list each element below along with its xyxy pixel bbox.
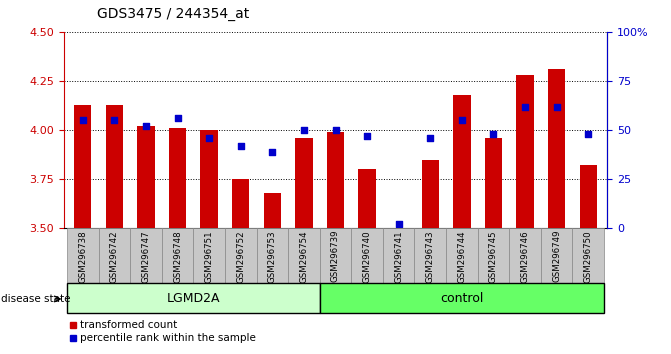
- Text: GSM296747: GSM296747: [142, 230, 150, 282]
- Point: [520, 104, 531, 109]
- Text: GSM296739: GSM296739: [331, 230, 340, 282]
- Bar: [67, 228, 99, 283]
- Point: [236, 143, 246, 149]
- Text: GSM296744: GSM296744: [458, 230, 466, 282]
- Point: [425, 135, 435, 141]
- Bar: [548, 69, 566, 228]
- Bar: [421, 160, 439, 228]
- Text: GSM296741: GSM296741: [394, 230, 403, 282]
- Point: [330, 127, 341, 133]
- Bar: [446, 228, 478, 283]
- Text: GSM296742: GSM296742: [110, 230, 119, 282]
- Bar: [74, 104, 91, 228]
- Bar: [67, 283, 319, 313]
- Bar: [99, 228, 130, 283]
- Point: [204, 135, 215, 141]
- Point: [299, 127, 309, 133]
- Point: [362, 133, 372, 139]
- Bar: [541, 228, 572, 283]
- Point: [488, 131, 499, 137]
- Bar: [193, 228, 225, 283]
- Text: control: control: [440, 292, 484, 305]
- Bar: [327, 132, 344, 228]
- Bar: [264, 193, 281, 228]
- Bar: [478, 228, 509, 283]
- Bar: [383, 228, 415, 283]
- Text: GSM296749: GSM296749: [552, 230, 561, 282]
- Bar: [162, 228, 193, 283]
- Bar: [225, 228, 256, 283]
- Point: [172, 115, 183, 121]
- Bar: [580, 165, 597, 228]
- Bar: [288, 228, 319, 283]
- Text: GSM296745: GSM296745: [489, 230, 498, 282]
- Bar: [485, 138, 502, 228]
- Text: GSM296754: GSM296754: [299, 230, 309, 282]
- Text: LGMD2A: LGMD2A: [166, 292, 220, 305]
- Text: GSM296738: GSM296738: [79, 230, 87, 282]
- Text: GSM296743: GSM296743: [426, 230, 435, 282]
- Bar: [415, 228, 446, 283]
- Text: GSM296750: GSM296750: [584, 230, 592, 282]
- Point: [583, 131, 594, 137]
- Point: [456, 118, 467, 123]
- Bar: [232, 179, 250, 228]
- Point: [393, 222, 404, 227]
- Bar: [295, 138, 313, 228]
- Text: GSM296753: GSM296753: [268, 230, 277, 282]
- Bar: [572, 228, 604, 283]
- Bar: [453, 95, 470, 228]
- Bar: [358, 170, 376, 228]
- Point: [552, 104, 562, 109]
- Text: GSM296746: GSM296746: [521, 230, 529, 282]
- Bar: [517, 75, 534, 228]
- Point: [140, 123, 151, 129]
- Text: GSM296752: GSM296752: [236, 230, 245, 282]
- Bar: [105, 104, 123, 228]
- Text: disease state: disease state: [1, 294, 71, 304]
- Point: [109, 118, 119, 123]
- Bar: [319, 228, 352, 283]
- Text: GSM296751: GSM296751: [205, 230, 213, 282]
- Text: GSM296748: GSM296748: [173, 230, 182, 282]
- Point: [267, 149, 278, 155]
- Bar: [137, 126, 154, 228]
- Bar: [319, 283, 604, 313]
- Legend: transformed count, percentile rank within the sample: transformed count, percentile rank withi…: [69, 320, 256, 343]
- Bar: [509, 228, 541, 283]
- Bar: [169, 128, 186, 228]
- Text: GDS3475 / 244354_at: GDS3475 / 244354_at: [97, 7, 250, 21]
- Bar: [352, 228, 383, 283]
- Bar: [256, 228, 288, 283]
- Text: GSM296740: GSM296740: [362, 230, 372, 282]
- Bar: [130, 228, 162, 283]
- Point: [77, 118, 88, 123]
- Bar: [201, 130, 218, 228]
